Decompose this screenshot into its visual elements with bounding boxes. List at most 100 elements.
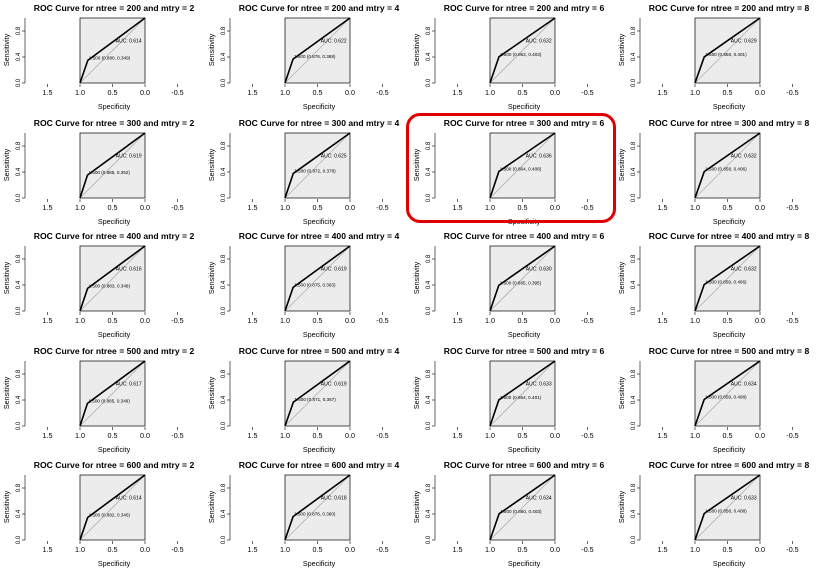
auc-label: AUC: 0.629	[731, 39, 757, 45]
x-tick-label: -0.5	[376, 545, 388, 554]
x-axis-title: Specificity	[98, 559, 131, 568]
threshold-label: 1.500 (0.872, 0.378)	[294, 168, 336, 173]
auc-label: AUC: 0.634	[526, 496, 552, 502]
threshold-label: 1.500 (0.876, 0.368)	[294, 54, 336, 59]
y-tick-label: 0.8	[426, 26, 432, 35]
x-tick-label: 1.5	[658, 88, 668, 97]
y-tick-label: 0.0	[221, 193, 227, 202]
x-axis-title: Specificity	[98, 330, 131, 339]
auc-label: AUC: 0.617	[116, 382, 142, 388]
y-tick-label: 0.8	[631, 141, 637, 150]
threshold-label: 1.500 (0.858, 0.408)	[705, 508, 747, 513]
diagonal-reference-line	[284, 360, 351, 427]
threshold-label: 1.500 (0.858, 0.401)	[705, 52, 747, 57]
x-tick-label: 1.0	[690, 203, 700, 212]
x-tick-label: 1.0	[280, 88, 290, 97]
roc-curve	[284, 360, 351, 427]
x-axis-title: Specificity	[508, 559, 541, 568]
y-tick-label: 0.0	[221, 78, 227, 87]
roc-curve	[489, 474, 556, 541]
x-tick-label: 0.5	[108, 431, 118, 440]
roc-curve	[489, 245, 556, 312]
threshold-label: 1.500 (0.865, 0.395)	[500, 280, 542, 285]
panel-title: ROC Curve for ntree = 400 and mtry = 6	[444, 231, 605, 241]
y-tick-label: 0.8	[16, 483, 22, 492]
x-tick-label: 0.0	[550, 88, 560, 97]
x-tick-label: 0.5	[723, 431, 733, 440]
x-tick-label: -0.5	[171, 88, 183, 97]
threshold-label: 1.500 (0.883, 0.348)	[89, 283, 131, 288]
diagonal-reference-line	[284, 474, 351, 541]
auc-label: AUC: 0.619	[116, 154, 142, 160]
x-tick-label: 1.5	[43, 88, 53, 97]
y-axis-title: Sensitivity	[2, 376, 11, 409]
auc-label: AUC: 0.619	[321, 382, 347, 388]
x-tick-label: -0.5	[376, 88, 388, 97]
y-tick-label: 0.0	[631, 306, 637, 315]
x-tick-label: 1.0	[280, 203, 290, 212]
y-axis-title: Sensitivity	[617, 376, 626, 409]
x-tick-label: 0.0	[755, 203, 765, 212]
roc-panel: ROC Curve for ntree = 500 and mtry = 6 1.…	[412, 346, 604, 454]
roc-panel: ROC Curve for ntree = 300 and mtry = 8 1.…	[617, 118, 810, 226]
roc-panel: ROC Curve for ntree = 200 and mtry = 6 1.…	[412, 3, 604, 111]
y-axis-title: Sensitivity	[207, 33, 216, 66]
x-tick-label: 0.0	[550, 431, 560, 440]
y-tick-label: 0.4	[221, 52, 227, 61]
y-axis-title: Sensitivity	[207, 490, 216, 523]
x-tick-label: -0.5	[786, 431, 798, 440]
y-tick-label: 0.0	[16, 193, 22, 202]
y-tick-label: 0.0	[221, 306, 227, 315]
panel-title: ROC Curve for ntree = 400 and mtry = 2	[34, 231, 195, 241]
x-tick-label: 1.5	[658, 431, 668, 440]
threshold-label: 1.500 (0.885, 0.349)	[88, 398, 130, 403]
x-tick-label: -0.5	[376, 431, 388, 440]
y-axis-title: Sensitivity	[412, 376, 421, 409]
x-tick-label: 1.0	[485, 431, 495, 440]
x-tick-label: 1.5	[453, 203, 463, 212]
threshold-label: 1.500 (0.882, 0.346)	[89, 513, 131, 518]
x-axis-title: Specificity	[713, 445, 746, 454]
roc-panel: ROC Curve for ntree = 500 and mtry = 2 1.…	[2, 346, 194, 454]
y-tick-label: 0.0	[426, 421, 432, 430]
x-tick-label: 0.5	[518, 203, 528, 212]
x-tick-label: 1.0	[75, 203, 85, 212]
y-tick-label: 0.4	[16, 280, 22, 289]
x-tick-label: 1.0	[485, 316, 495, 325]
y-tick-label: 0.8	[426, 483, 432, 492]
roc-curve	[79, 245, 146, 312]
x-tick-label: 0.5	[518, 431, 528, 440]
roc-panel: ROC Curve for ntree = 500 and mtry = 4 1.…	[207, 346, 399, 454]
x-tick-label: 0.0	[345, 203, 355, 212]
roc-panel: ROC Curve for ntree = 300 and mtry = 2 1.…	[2, 118, 194, 226]
x-tick-label: 1.5	[248, 545, 258, 554]
y-axis-title: Sensitivity	[617, 148, 626, 181]
x-tick-label: 0.0	[755, 545, 765, 554]
auc-label: AUC: 0.630	[526, 267, 552, 273]
x-tick-label: 1.5	[658, 203, 668, 212]
x-tick-label: 0.0	[140, 431, 150, 440]
x-tick-label: 0.0	[140, 88, 150, 97]
diagonal-reference-line	[489, 245, 556, 312]
auc-label: AUC: 0.614	[116, 496, 142, 502]
threshold-label: 1.500 (0.864, 0.408)	[500, 166, 542, 171]
x-tick-label: -0.5	[171, 316, 183, 325]
panel-title: ROC Curve for ntree = 300 and mtry = 8	[649, 118, 810, 128]
y-tick-label: 0.4	[631, 395, 637, 404]
auc-label: AUC: 0.625	[321, 154, 347, 160]
roc-curve	[489, 17, 556, 84]
x-tick-label: 1.0	[75, 431, 85, 440]
x-tick-label: 1.5	[248, 431, 258, 440]
y-tick-label: 0.0	[426, 535, 432, 544]
x-axis-title: Specificity	[303, 102, 336, 111]
y-tick-label: 0.4	[221, 280, 227, 289]
roc-curve	[694, 245, 761, 312]
x-tick-label: 0.5	[723, 203, 733, 212]
y-axis-title: Sensitivity	[617, 33, 626, 66]
threshold-label: 1.500 (0.871, 0.367)	[294, 397, 336, 402]
x-tick-label: 0.0	[755, 88, 765, 97]
x-tick-label: 1.5	[248, 316, 258, 325]
auc-label: AUC: 0.634	[731, 382, 757, 388]
y-axis-title: Sensitivity	[2, 148, 11, 181]
y-tick-label: 0.8	[221, 26, 227, 35]
